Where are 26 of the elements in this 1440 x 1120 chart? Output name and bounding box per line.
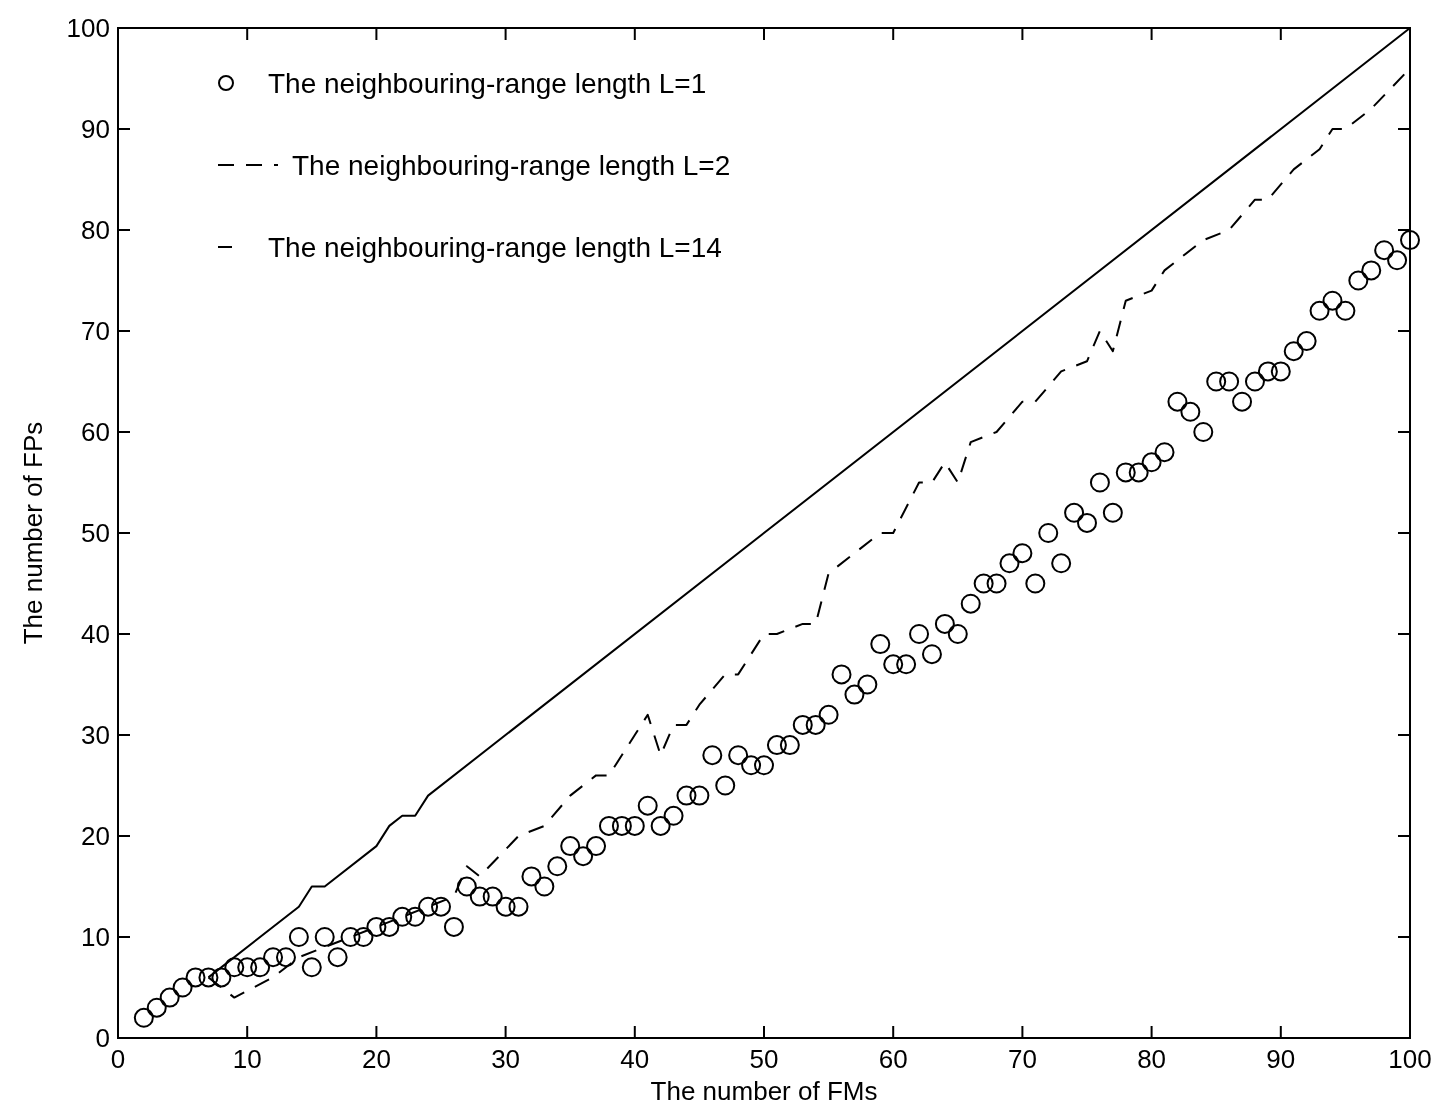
legend-label: The neighbouring-range length L=1 — [268, 67, 707, 99]
x-tick-label: 30 — [491, 1044, 521, 1074]
x-tick-label: 100 — [1388, 1044, 1432, 1074]
y-tick-label: 70 — [81, 316, 110, 347]
y-tick-label: 0 — [95, 1023, 110, 1054]
x-tick-label: 90 — [1266, 1044, 1296, 1074]
x-tick-label: 70 — [1007, 1044, 1037, 1074]
legend-label: The neighbouring-range length L=2 — [292, 149, 731, 181]
x-tick-label: 50 — [749, 1044, 779, 1074]
x-tick-label: 40 — [620, 1044, 650, 1074]
x-tick-label: 10 — [232, 1044, 262, 1074]
y-tick-label: 20 — [81, 821, 110, 852]
y-tick-label: 40 — [81, 619, 110, 650]
y-tick-label: 50 — [81, 518, 110, 549]
y-tick-label: 90 — [81, 114, 110, 145]
y-axis-title: The number of FPs — [18, 421, 48, 645]
x-tick-label: 20 — [361, 1044, 391, 1074]
x-axis-title: The number of FMs — [650, 1076, 878, 1106]
y-tick-label: 10 — [81, 922, 110, 953]
x-tick-label: 60 — [878, 1044, 908, 1074]
y-tick-label: 30 — [81, 720, 110, 751]
y-tick-label: 80 — [81, 215, 110, 246]
y-tick-label: 60 — [81, 417, 110, 448]
y-tick-label: 100 — [66, 13, 110, 44]
x-tick-label: 80 — [1137, 1044, 1167, 1074]
legend-label: The neighbouring-range length L=14 — [268, 231, 722, 263]
